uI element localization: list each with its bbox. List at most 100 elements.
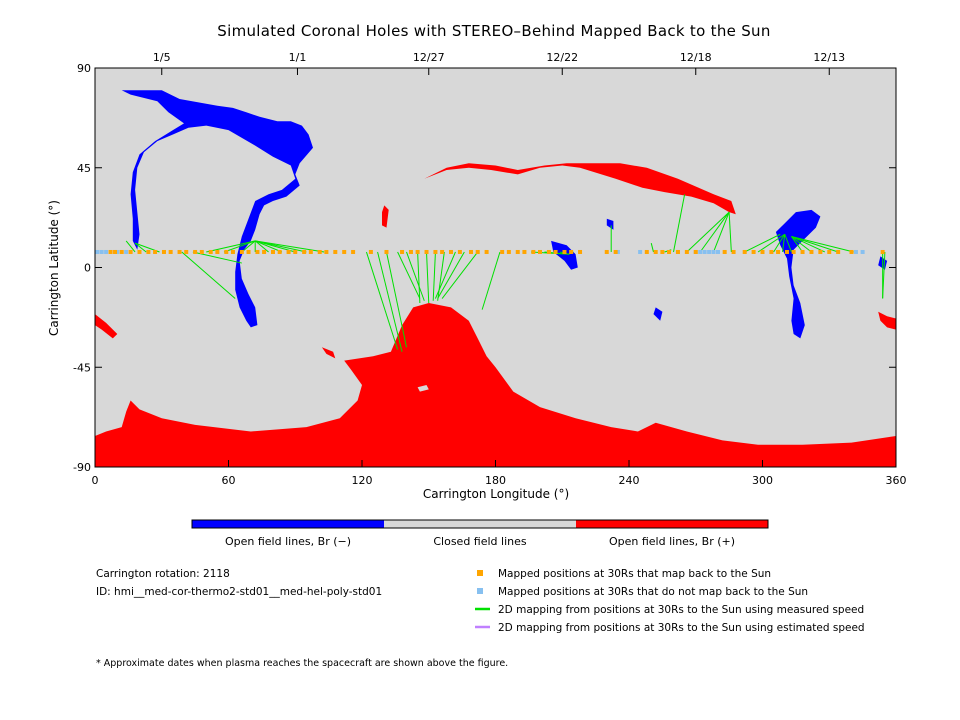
mapped-point-42	[469, 249, 474, 254]
measured-speed-link-17	[397, 251, 421, 299]
unmapped-point-13	[716, 249, 720, 254]
measured-speed-link-32	[650, 242, 654, 253]
mapped-point-29	[333, 249, 338, 254]
mapped-point-63	[684, 249, 689, 254]
measured-speed-link-43	[784, 234, 792, 253]
mapped-point-53	[562, 249, 567, 254]
mapped-point-24	[293, 249, 298, 254]
colorbar-segment-2	[576, 520, 768, 528]
unmapped-point-4	[124, 249, 129, 254]
x-tick-label-3: 180	[485, 474, 506, 487]
mapped-point-28	[324, 249, 329, 254]
unmapped-point-15	[860, 249, 865, 254]
measured-speed-link-20	[426, 251, 430, 303]
mapped-point-75	[809, 249, 814, 254]
measured-speed-link-45	[791, 236, 812, 253]
mapped-point-38	[433, 249, 438, 254]
mapped-point-48	[522, 249, 527, 254]
mapped-point-18	[246, 249, 251, 254]
x-tick-label-4: 240	[619, 474, 640, 487]
measured-speed-link-5	[206, 240, 256, 253]
mapped-point-26	[308, 249, 313, 254]
mapped-point-62	[675, 249, 680, 254]
plot-area: 0 60 120 180 240 300 360 -90 -45 0 45 90 1/5 1/1 12/27…	[73, 51, 906, 487]
mapped-point-14	[215, 249, 220, 254]
x-tick-label-1: 60	[222, 474, 236, 487]
mapped-point-13	[208, 249, 213, 254]
unmapped-point-10	[702, 249, 707, 254]
x-tick-label-2: 120	[352, 474, 373, 487]
measured-speed-link-23	[434, 251, 456, 299]
measured-speed-link-10	[255, 240, 283, 253]
date-tick-label-2: 12/27	[413, 51, 445, 64]
mapped-point-2	[119, 249, 124, 254]
measured-speed-link-42	[782, 234, 786, 253]
measured-speed-link-36	[699, 211, 730, 253]
legend: Mapped positions at 30Rs that map back t…	[475, 568, 865, 634]
mapped-point-68	[751, 249, 756, 254]
measured-speed-link-34	[673, 194, 686, 253]
measured-speed-link-24	[437, 251, 465, 299]
mapped-point-72	[784, 249, 789, 254]
mapped-point-55	[578, 249, 583, 254]
positive-open-region-11	[321, 347, 336, 359]
legend-marker-1	[477, 588, 483, 594]
measured-speed-link-22	[437, 251, 445, 301]
footnote: * Approximate dates when plasma reaches …	[96, 658, 508, 669]
legend-label-3: 2D mapping from positions at 30Rs to the…	[498, 622, 865, 634]
measured-speed-link-48	[791, 235, 854, 253]
mapped-point-76	[818, 249, 823, 254]
measured-speed-link-44	[791, 236, 803, 253]
mapped-point-60	[660, 249, 665, 254]
measured-speed-link-37	[713, 211, 730, 253]
measured-speed-link-18	[406, 251, 425, 301]
mapped-point-1	[113, 249, 118, 254]
unmapped-point-6	[638, 249, 643, 254]
mapped-point-37	[424, 249, 429, 254]
x-tick-label-5: 300	[752, 474, 773, 487]
positive-open-region-8	[382, 205, 389, 228]
measured-speed-link-14	[365, 251, 399, 350]
measured-speed-link-9	[254, 240, 269, 253]
y-tick-label-2: 0	[84, 262, 91, 275]
mapped-point-66	[731, 249, 736, 254]
legend-label-1: Mapped positions at 30Rs that do not map…	[498, 586, 808, 598]
mapped-point-51	[546, 249, 551, 254]
date-tick-label-5: 12/13	[813, 51, 845, 64]
mapped-point-36	[415, 249, 420, 254]
measured-speed-link-6	[223, 240, 256, 253]
closed-island-0	[417, 385, 429, 392]
mapped-point-23	[286, 249, 291, 254]
negative-open-region-2	[606, 218, 614, 230]
mapped-point-15	[224, 249, 229, 254]
measured-speed-link-15	[377, 251, 403, 352]
mapped-point-44	[484, 249, 489, 254]
date-tick-label-0: 1/5	[153, 51, 171, 64]
mapped-point-74	[800, 249, 805, 254]
x-tick-label-0: 0	[92, 474, 99, 487]
mapped-point-43	[475, 249, 480, 254]
mapped-point-71	[776, 249, 781, 254]
mapped-point-7	[161, 249, 166, 254]
unmapped-point-1	[99, 249, 104, 254]
measured-speed-link-19	[417, 251, 421, 303]
mapped-point-56	[604, 249, 609, 254]
measured-speed-link-7	[241, 240, 256, 253]
x-tick-label-6: 360	[886, 474, 907, 487]
plot-contents	[95, 90, 896, 467]
mapped-point-70	[769, 249, 774, 254]
measured-speed-link-25	[441, 251, 479, 299]
mapped-point-19	[255, 249, 260, 254]
measured-speed-link-21	[432, 251, 436, 301]
colorbar-label-2: Open field lines, Br (+)	[609, 535, 735, 548]
measured-speed-link-41	[773, 233, 786, 253]
mapped-point-21	[271, 249, 275, 254]
colorbar-segment-0	[192, 520, 384, 528]
negative-open-region-0	[121, 90, 313, 328]
y-tick-label-1: -45	[73, 361, 91, 374]
negative-open-region-3	[653, 307, 663, 321]
date-tick-label-4: 12/18	[680, 51, 712, 64]
mapped-point-35	[408, 249, 413, 254]
mapped-point-8	[168, 249, 173, 254]
mapped-point-11	[193, 249, 198, 254]
